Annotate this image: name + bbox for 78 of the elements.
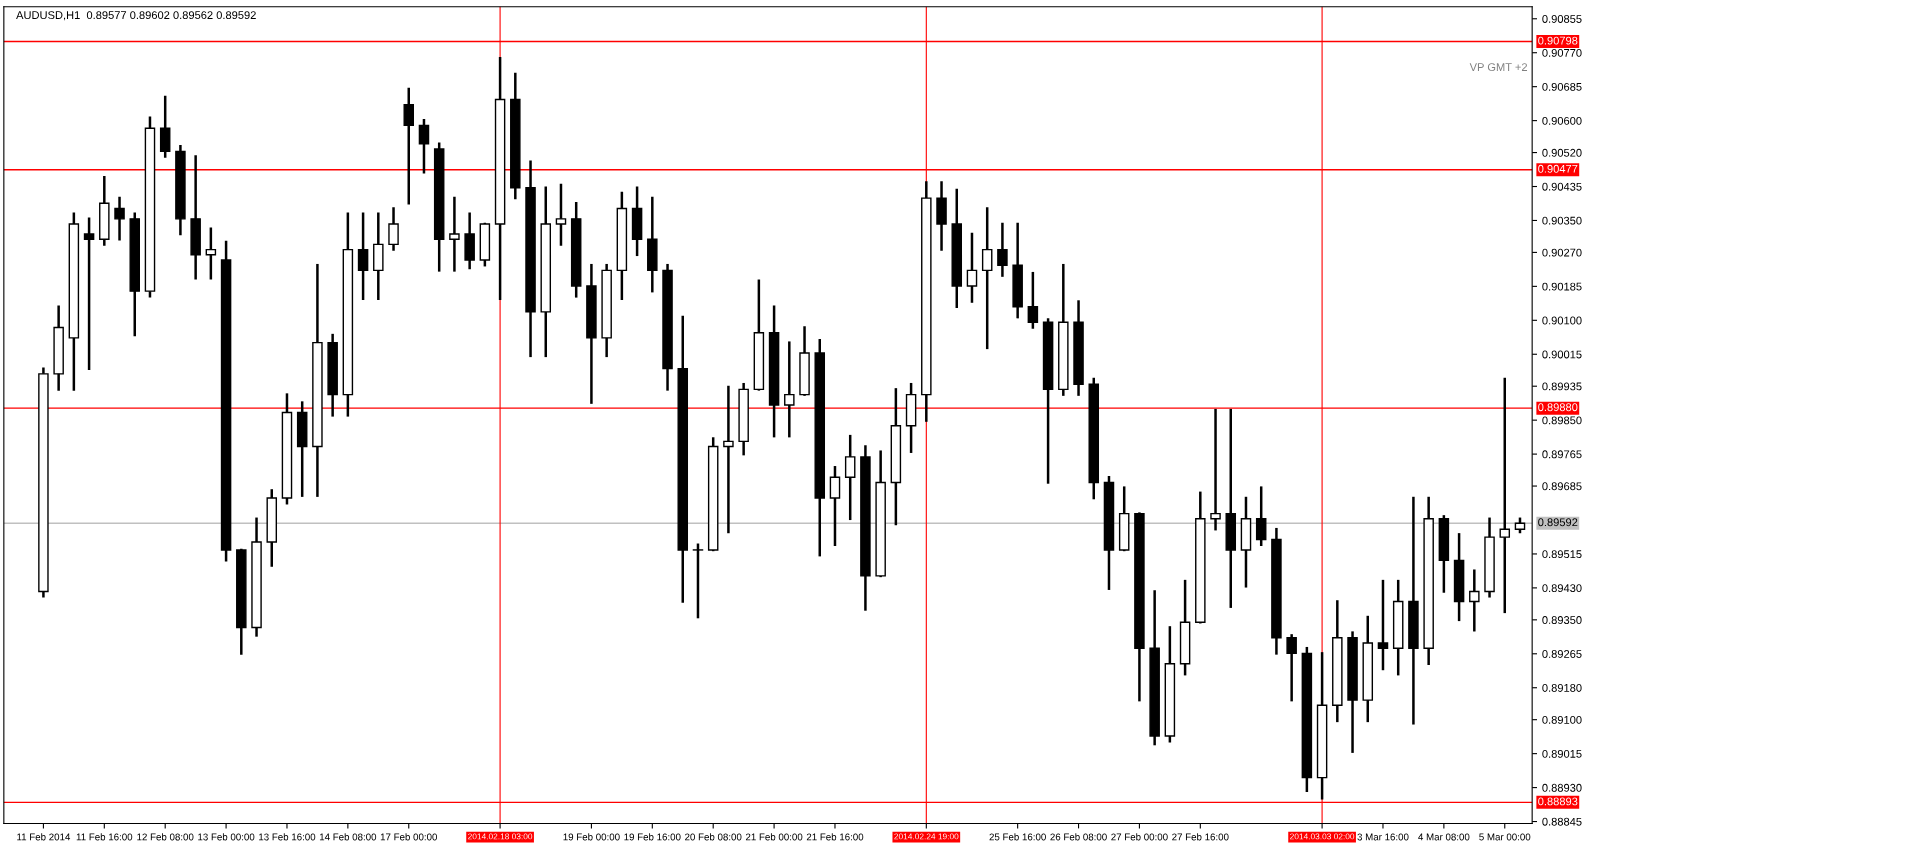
candlestick xyxy=(1286,634,1297,702)
chart-title: AUDUSD,H1 0.89577 0.89602 0.89562 0.89592 xyxy=(16,11,256,21)
y-tick-label: 0.89180 xyxy=(1542,684,1582,692)
y-tick-label: 0.90350 xyxy=(1542,216,1582,225)
x-tick-label: 26 Feb 08:00 xyxy=(1050,833,1107,841)
y-tick-label: 0.90770 xyxy=(1542,48,1582,57)
x-tick-label: 2014.02.24 19:00 xyxy=(894,833,959,840)
x-tick-label: 20 Feb 08:00 xyxy=(685,833,742,841)
ref-line-label: 0.90477 xyxy=(1538,164,1578,173)
y-tick-label: 0.89015 xyxy=(1542,749,1582,758)
y-tick-label: 0.90520 xyxy=(1542,148,1582,157)
ref-line-label: 0.90798 xyxy=(1538,36,1578,45)
annotation: VP GMT +2 xyxy=(1469,63,1528,72)
candlestick xyxy=(1255,486,1267,547)
candlestick xyxy=(1469,569,1480,632)
y-tick-label: 0.90435 xyxy=(1542,182,1582,191)
x-tick-label: 5 Mar 00:00 xyxy=(1479,833,1531,841)
candlestick xyxy=(981,207,993,350)
y-tick-label: 0.88845 xyxy=(1542,817,1582,826)
candlestick xyxy=(997,222,1008,277)
y-tick-label: 0.90185 xyxy=(1542,282,1582,291)
x-tick-label: 27 Feb 00:00 xyxy=(1111,833,1168,841)
y-tick-label: 0.89350 xyxy=(1542,616,1582,624)
candlestick xyxy=(692,543,704,619)
candlestick xyxy=(418,118,430,174)
x-tick-label: 27 Feb 16:00 xyxy=(1172,833,1229,841)
candlestick xyxy=(844,434,856,521)
x-tick-label: 21 Feb 00:00 xyxy=(745,833,803,841)
x-tick-label: 11 Feb 2014 xyxy=(17,833,71,841)
y-tick-label: 0.90600 xyxy=(1542,116,1582,125)
x-tick-label: 21 Feb 16:00 xyxy=(806,833,864,841)
candlestick xyxy=(205,227,217,280)
y-tick-label: 0.89685 xyxy=(1542,482,1582,491)
x-tick-label: 17 Feb 00:00 xyxy=(380,833,438,841)
candlestick xyxy=(723,385,734,534)
y-tick-label: 0.89430 xyxy=(1542,584,1582,593)
ref-line-label: 0.89592 xyxy=(1538,518,1578,527)
y-tick-label: 0.88930 xyxy=(1542,783,1582,792)
x-tick-label: 2014.03.03 02:00 xyxy=(1290,833,1355,840)
candlestick xyxy=(555,183,567,246)
candlestick xyxy=(403,87,415,205)
y-tick-label: 0.90855 xyxy=(1542,15,1582,23)
x-tick-label: 19 Feb 00:00 xyxy=(563,833,620,841)
y-tick-label: 0.89515 xyxy=(1542,550,1582,559)
x-tick-label: 13 Feb 00:00 xyxy=(198,833,255,841)
x-tick-label: 19 Feb 16:00 xyxy=(624,833,681,841)
candlestick xyxy=(1210,408,1221,531)
x-tick-label: 3 Mar 16:00 xyxy=(1357,833,1409,841)
candlestick xyxy=(784,341,795,438)
y-tick-label: 0.90100 xyxy=(1542,316,1582,325)
candlestick xyxy=(1377,579,1389,671)
x-tick-label: 12 Feb 08:00 xyxy=(137,833,194,841)
x-tick-label: 4 Mar 08:00 xyxy=(1418,833,1470,841)
x-tick-label: 14 Feb 08:00 xyxy=(319,833,377,841)
candlestick xyxy=(388,207,399,251)
candlestick xyxy=(83,217,95,370)
x-tick-label: 11 Feb 16:00 xyxy=(76,833,133,841)
candlestick xyxy=(159,95,171,158)
candlestick xyxy=(829,466,841,547)
candlestick xyxy=(357,212,369,300)
candlestick xyxy=(114,196,125,241)
x-tick-label: 13 Feb 16:00 xyxy=(259,833,316,841)
y-tick-label: 0.89850 xyxy=(1542,416,1582,425)
y-tick-label: 0.89765 xyxy=(1542,450,1582,459)
y-tick-label: 0.89935 xyxy=(1542,382,1582,391)
y-tick-label: 0.90685 xyxy=(1542,82,1582,91)
ref-line-label: 0.89880 xyxy=(1538,403,1578,412)
y-tick-label: 0.90270 xyxy=(1542,248,1582,257)
candlestick xyxy=(449,196,460,272)
ref-line-label: 0.88893 xyxy=(1538,797,1578,806)
x-tick-label: 25 Feb 16:00 xyxy=(989,833,1046,841)
y-tick-label: 0.89100 xyxy=(1542,715,1582,724)
y-tick-label: 0.90015 xyxy=(1542,350,1582,359)
candlestick xyxy=(1027,271,1039,329)
candlestick xyxy=(966,232,978,303)
x-tick-label: 2014.02.18 03:00 xyxy=(468,833,533,840)
candlestick xyxy=(1499,377,1511,614)
y-tick-label: 0.89265 xyxy=(1542,650,1582,658)
